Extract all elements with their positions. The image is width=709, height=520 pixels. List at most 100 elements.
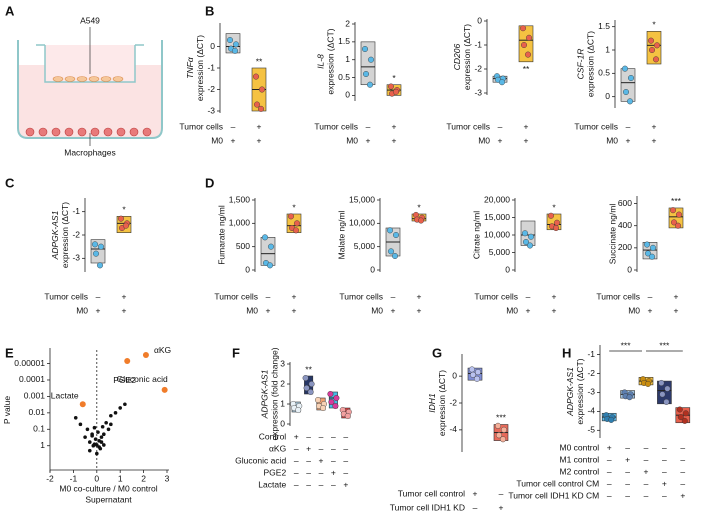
- y-axis-label: expression (ΔCT): [195, 35, 205, 101]
- data-point: [499, 79, 506, 86]
- y-axis-gene: TNFα: [185, 56, 195, 79]
- y-tick-label: 0: [345, 90, 350, 100]
- significance: **: [256, 56, 263, 66]
- y-tick-label: 1: [40, 440, 45, 450]
- condition-name: M0: [478, 135, 490, 145]
- data-point: [253, 101, 260, 108]
- data-point: [670, 207, 677, 214]
- data-point: [475, 369, 482, 376]
- panel: 0 0.5 1 1.5 2 expression (ΔCT)IL-8 * Tumor cell…: [314, 18, 402, 145]
- y-tick-label: 0: [605, 91, 610, 101]
- data-point: [333, 395, 340, 402]
- data-point: [387, 227, 394, 234]
- condition-sign: +: [292, 291, 297, 301]
- condition-sign: +: [662, 478, 667, 488]
- y-tick-label: -3: [72, 253, 80, 263]
- y-tick-label: -2: [449, 397, 457, 407]
- data-point: [649, 47, 656, 54]
- condition-sign: +: [294, 431, 299, 441]
- panel-label: C: [5, 175, 15, 190]
- y-tick-label: -4: [449, 424, 457, 434]
- condition-sign: –: [294, 455, 299, 465]
- condition-name: Tumor cells: [339, 291, 383, 301]
- x-tick-label: 2: [141, 473, 146, 483]
- y-tick-label: -1: [207, 62, 215, 72]
- data-point: [293, 227, 300, 234]
- condition-name: Tumor cell control: [398, 488, 465, 498]
- y-tick-label: 0: [627, 264, 632, 274]
- condition-sign: –: [607, 454, 612, 464]
- y-axis-label: Citrate ng/ml: [472, 211, 482, 259]
- condition-sign: +: [257, 121, 262, 131]
- condition-sign: –: [607, 490, 612, 500]
- data-point: [527, 242, 534, 249]
- condition-sign: –: [662, 466, 667, 476]
- condition-sign: +: [652, 121, 657, 131]
- condition-sign: –: [644, 454, 649, 464]
- condition-sign: –: [473, 502, 478, 512]
- y-tick-label: 200: [618, 242, 632, 252]
- y-tick-label: 3: [280, 358, 285, 368]
- y-tick-label: 1.5: [598, 21, 610, 31]
- x-tick-label: -2: [46, 473, 54, 483]
- data-point: [96, 262, 103, 269]
- data-point: [495, 422, 502, 429]
- data-point: [92, 250, 99, 257]
- data-point: [645, 380, 652, 387]
- data-point: [654, 42, 661, 49]
- data-point: [102, 432, 106, 437]
- data-point: [554, 219, 561, 226]
- data-point: [99, 435, 104, 439]
- condition-sign: –: [626, 121, 631, 131]
- condition-name: M0 control: [560, 442, 600, 452]
- condition-name: PGE2: [264, 467, 287, 477]
- condition-sign: –: [294, 467, 299, 477]
- condition-sign: –: [231, 121, 236, 131]
- y-tick-label: 0: [505, 264, 510, 274]
- significance: *: [392, 73, 396, 83]
- panel-label: D: [205, 175, 214, 190]
- panel-label: F: [232, 345, 240, 360]
- condition-sign: +: [680, 490, 685, 500]
- data-point: [303, 385, 310, 392]
- panel: E0.00001 0.0001 0.001 0.01 0.1 1 P value -2 -1 0 1…: [2, 345, 171, 504]
- x-axis-label: Supernatant: [85, 494, 132, 504]
- data-point: [628, 74, 635, 81]
- data-point: [123, 402, 127, 407]
- y-tick-label: -1: [474, 39, 482, 49]
- data-point: [648, 37, 655, 44]
- condition-sign: –: [343, 455, 348, 465]
- data-point: [496, 432, 503, 439]
- condition-sign: +: [473, 488, 478, 498]
- y-tick-label: 5,000: [489, 247, 511, 257]
- y-tick-label: 2: [280, 378, 285, 388]
- data-point: [161, 386, 168, 393]
- data-point: [368, 56, 375, 63]
- y-tick-label: 15,000: [349, 194, 375, 204]
- data-point: [676, 406, 683, 413]
- y-axis-label: expression (ΔCT): [585, 31, 595, 97]
- data-point: [302, 375, 309, 382]
- box: [620, 68, 636, 102]
- y-tick-label: -1: [587, 349, 595, 359]
- condition-name: M0: [76, 305, 88, 315]
- data-point: [109, 422, 113, 427]
- data-point: [262, 234, 269, 241]
- data-point: [117, 215, 124, 222]
- condition-sign: +: [366, 135, 371, 145]
- data-point: [676, 211, 683, 218]
- data-point: [393, 231, 400, 238]
- data-point: [332, 403, 339, 410]
- condition-sign: –: [306, 467, 311, 477]
- condition-name: M0: [346, 135, 358, 145]
- y-tick-label: 600: [618, 198, 632, 208]
- significance: ***: [496, 413, 507, 423]
- condition-sign: +: [644, 466, 649, 476]
- condition-sign: –: [625, 490, 630, 500]
- condition-name: Tumor cells: [214, 291, 258, 301]
- condition-sign: +: [292, 305, 297, 315]
